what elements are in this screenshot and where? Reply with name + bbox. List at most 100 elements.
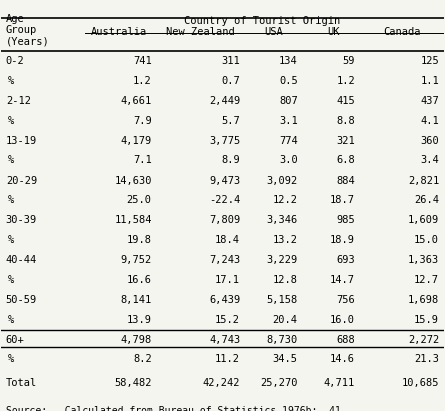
Text: 10,685: 10,685 <box>402 379 439 388</box>
Text: 9,473: 9,473 <box>209 175 240 186</box>
Text: 5.7: 5.7 <box>222 115 240 125</box>
Text: 8.9: 8.9 <box>222 155 240 165</box>
Text: 12.2: 12.2 <box>273 195 298 205</box>
Text: 19.8: 19.8 <box>127 235 152 245</box>
Text: (Years): (Years) <box>6 36 49 46</box>
Text: 1.2: 1.2 <box>336 76 355 85</box>
Text: 59: 59 <box>343 56 355 66</box>
Text: 18.4: 18.4 <box>215 235 240 245</box>
Text: 321: 321 <box>336 136 355 146</box>
Text: 125: 125 <box>421 56 439 66</box>
Text: 5,158: 5,158 <box>267 295 298 305</box>
Text: 884: 884 <box>336 175 355 186</box>
Text: 15.0: 15.0 <box>414 235 439 245</box>
Text: 0.7: 0.7 <box>222 76 240 85</box>
Text: 1,698: 1,698 <box>408 295 439 305</box>
Text: 3.0: 3.0 <box>279 155 298 165</box>
Text: %: % <box>8 354 14 365</box>
Text: 26.4: 26.4 <box>414 195 439 205</box>
Text: %: % <box>8 76 14 85</box>
Text: 40-44: 40-44 <box>6 255 37 265</box>
Text: 7,809: 7,809 <box>209 215 240 226</box>
Text: %: % <box>8 195 14 205</box>
Text: %: % <box>8 235 14 245</box>
Text: 4,743: 4,743 <box>209 335 240 345</box>
Text: 8,730: 8,730 <box>267 335 298 345</box>
Text: %: % <box>8 275 14 285</box>
Text: 311: 311 <box>222 56 240 66</box>
Text: 7,243: 7,243 <box>209 255 240 265</box>
Text: 360: 360 <box>421 136 439 146</box>
Text: 1,609: 1,609 <box>408 215 439 226</box>
Text: 4,711: 4,711 <box>324 379 355 388</box>
Text: Country of Tourist Origin: Country of Tourist Origin <box>184 16 340 26</box>
Text: 8.2: 8.2 <box>133 354 152 365</box>
Text: 12.7: 12.7 <box>414 275 439 285</box>
Text: 1.1: 1.1 <box>421 76 439 85</box>
Text: 25,270: 25,270 <box>260 379 298 388</box>
Text: 13.2: 13.2 <box>273 235 298 245</box>
Text: 15.2: 15.2 <box>215 315 240 325</box>
Text: 756: 756 <box>336 295 355 305</box>
Text: 774: 774 <box>279 136 298 146</box>
Text: 807: 807 <box>279 96 298 106</box>
Text: 18.9: 18.9 <box>330 235 355 245</box>
Text: 2-12: 2-12 <box>6 96 31 106</box>
Text: 9,752: 9,752 <box>121 255 152 265</box>
Text: 985: 985 <box>336 215 355 226</box>
Text: 12.8: 12.8 <box>273 275 298 285</box>
Text: 34.5: 34.5 <box>273 354 298 365</box>
Text: 14,630: 14,630 <box>114 175 152 186</box>
Text: 13-19: 13-19 <box>6 136 37 146</box>
Text: 14.7: 14.7 <box>330 275 355 285</box>
Text: %: % <box>8 155 14 165</box>
Text: 3,775: 3,775 <box>209 136 240 146</box>
Text: Source:   Calculated from Bureau of Statistics 1976b:  41.: Source: Calculated from Bureau of Statis… <box>6 406 347 411</box>
Text: 16.0: 16.0 <box>330 315 355 325</box>
Text: 11.2: 11.2 <box>215 354 240 365</box>
Text: 4,798: 4,798 <box>121 335 152 345</box>
Text: 6.8: 6.8 <box>336 155 355 165</box>
Text: 16.6: 16.6 <box>127 275 152 285</box>
Text: 2,821: 2,821 <box>408 175 439 186</box>
Text: 437: 437 <box>421 96 439 106</box>
Text: 693: 693 <box>336 255 355 265</box>
Text: 7.1: 7.1 <box>133 155 152 165</box>
Text: 18.7: 18.7 <box>330 195 355 205</box>
Text: 0.5: 0.5 <box>279 76 298 85</box>
Text: %: % <box>8 115 14 125</box>
Text: 3,092: 3,092 <box>267 175 298 186</box>
Text: 4.1: 4.1 <box>421 115 439 125</box>
Text: 1,363: 1,363 <box>408 255 439 265</box>
Text: Total: Total <box>6 379 37 388</box>
Text: Canada: Canada <box>383 27 421 37</box>
Text: 11,584: 11,584 <box>114 215 152 226</box>
Text: Australia: Australia <box>90 27 147 37</box>
Text: 7.9: 7.9 <box>133 115 152 125</box>
Text: 741: 741 <box>133 56 152 66</box>
Text: 2,449: 2,449 <box>209 96 240 106</box>
Text: 21.3: 21.3 <box>414 354 439 365</box>
Text: 134: 134 <box>279 56 298 66</box>
Text: 3.4: 3.4 <box>421 155 439 165</box>
Text: 3.1: 3.1 <box>279 115 298 125</box>
Text: 3,346: 3,346 <box>267 215 298 226</box>
Text: Group: Group <box>6 25 37 35</box>
Text: 30-39: 30-39 <box>6 215 37 226</box>
Text: 8.8: 8.8 <box>336 115 355 125</box>
Text: 4,179: 4,179 <box>121 136 152 146</box>
Text: USA: USA <box>264 27 283 37</box>
Text: 415: 415 <box>336 96 355 106</box>
Text: 20-29: 20-29 <box>6 175 37 186</box>
Text: 6,439: 6,439 <box>209 295 240 305</box>
Text: 13.9: 13.9 <box>127 315 152 325</box>
Text: UK: UK <box>327 27 339 37</box>
Text: 14.6: 14.6 <box>330 354 355 365</box>
Text: 50-59: 50-59 <box>6 295 37 305</box>
Text: New Zealand: New Zealand <box>166 27 235 37</box>
Text: 25.0: 25.0 <box>127 195 152 205</box>
Text: 60+: 60+ <box>6 335 24 345</box>
Text: 20.4: 20.4 <box>273 315 298 325</box>
Text: 1.2: 1.2 <box>133 76 152 85</box>
Text: -22.4: -22.4 <box>209 195 240 205</box>
